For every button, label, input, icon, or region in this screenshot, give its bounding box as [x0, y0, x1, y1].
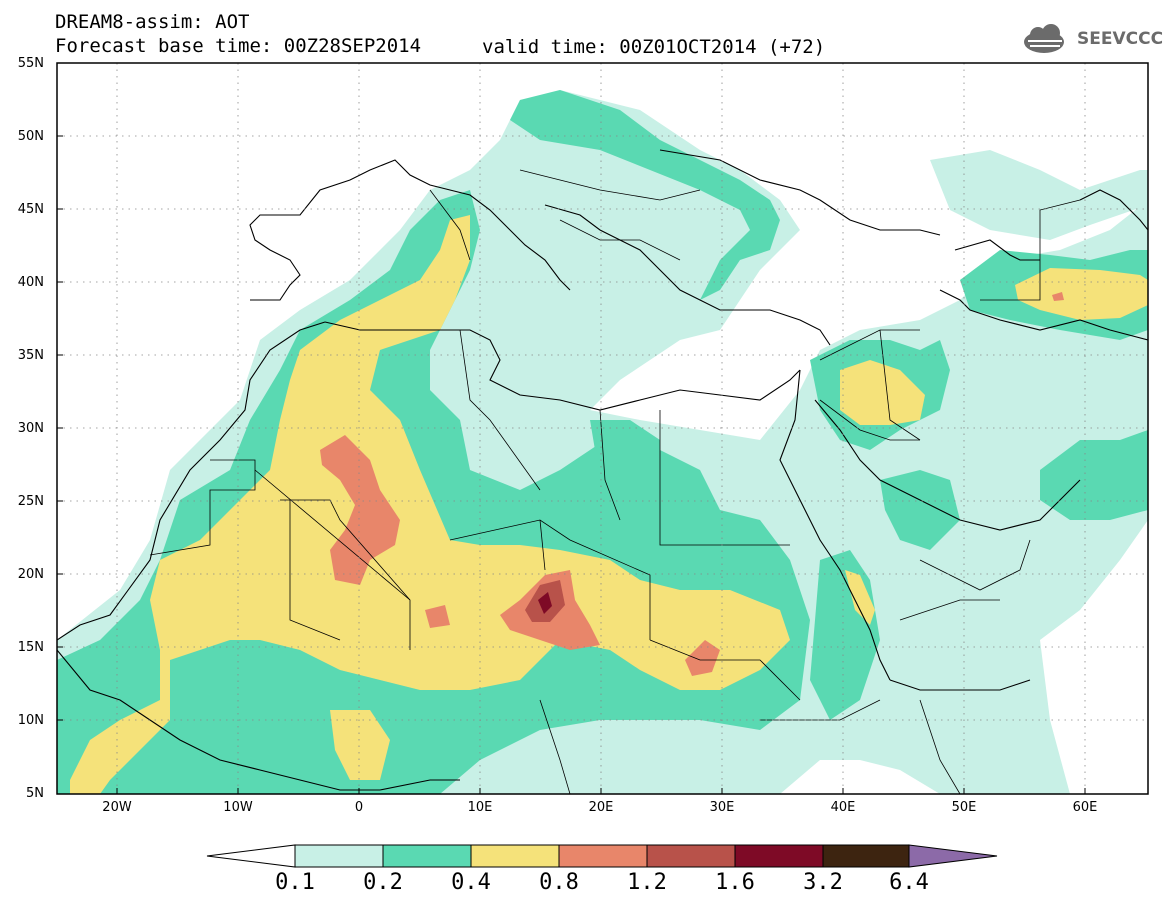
lat-label: 40N: [17, 275, 44, 290]
borders: [149, 169, 1081, 794]
chart-title: DREAM8-assim: AOT: [55, 11, 250, 33]
lat-label: 55N: [17, 56, 44, 71]
colorbar-label: 3.2: [803, 870, 843, 895]
lon-label: 0: [354, 800, 364, 815]
cloud-icon: [1024, 24, 1064, 53]
base-time-label: Forecast base time: 00Z28SEP2014: [55, 35, 422, 57]
colorbar-label: 0.4: [451, 870, 491, 895]
gridlines: [57, 63, 1148, 794]
logo-text: SEEVCCC: [1077, 29, 1164, 49]
lon-label: 20E: [588, 800, 614, 815]
lon-label: 10E: [467, 800, 493, 815]
lat-label: 20N: [17, 567, 44, 582]
lon-label: 30E: [709, 800, 735, 815]
lat-label: 35N: [17, 348, 44, 363]
lon-label: 40E: [830, 800, 856, 815]
lat-label: 50N: [17, 129, 44, 144]
colorbar-label: 1.6: [715, 870, 755, 895]
lat-label: 5N: [26, 786, 44, 801]
colorbar-label: 0.8: [539, 870, 579, 895]
colorbar-label: 0.1: [275, 870, 315, 895]
colorbar-label: 1.2: [627, 870, 667, 895]
map-frame: [56, 62, 1149, 795]
lat-label: 15N: [17, 640, 44, 655]
axis-ticks: [57, 135, 1086, 794]
colorbar-label: 0.2: [363, 870, 403, 895]
lon-label: 10W: [223, 800, 253, 815]
lat-label: 10N: [17, 713, 44, 728]
coastlines: [57, 149, 1148, 791]
lat-label: 25N: [17, 494, 44, 509]
colorbar-label: 6.4: [889, 870, 929, 895]
lon-label: 60E: [1072, 800, 1098, 815]
lon-label: 50E: [951, 800, 977, 815]
lat-label: 45N: [17, 202, 44, 217]
valid-time-label: valid time: 00Z01OCT2014 (+72): [482, 36, 826, 58]
lat-label: 30N: [17, 421, 44, 436]
lon-label: 20W: [102, 800, 132, 815]
